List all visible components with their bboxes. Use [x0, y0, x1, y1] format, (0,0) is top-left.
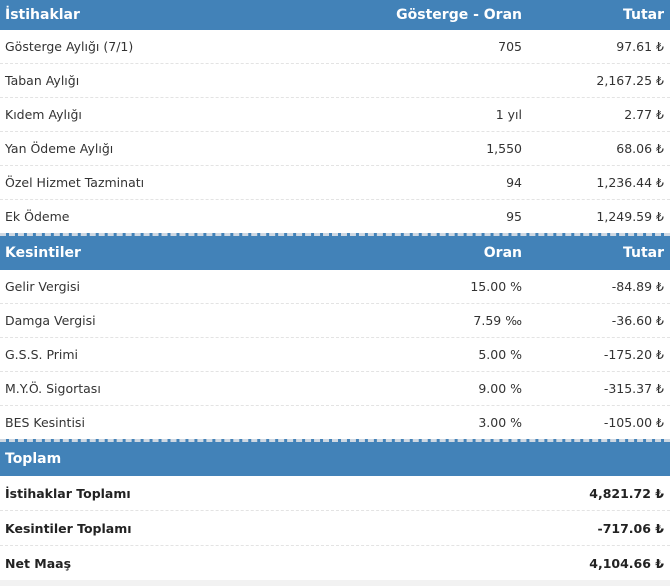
row-amount: -105.00 ₺ — [603, 415, 664, 430]
table-row: Ek Ödeme 95 1,249.59 ₺ — [0, 200, 670, 233]
row-amount: -36.60 ₺ — [611, 313, 664, 328]
earnings-col-amount: Tutar — [622, 7, 664, 23]
row-amount: 1,249.59 ₺ — [596, 209, 664, 224]
row-label: Gelir Vergisi — [5, 279, 81, 294]
table-row: Gelir Vergisi 15.00 % -84.89 ₺ — [0, 270, 670, 304]
table-row: Damga Vergisi 7.59 ‰ -36.60 ₺ — [0, 304, 670, 338]
row-amount: -84.89 ₺ — [611, 279, 664, 294]
row-label: Özel Hizmet Tazminatı — [5, 175, 145, 190]
earnings-title: İstihaklar — [5, 7, 80, 23]
footer-strip — [0, 580, 670, 586]
deductions-col-amount: Tutar — [622, 245, 664, 261]
row-ratio: 705 — [498, 39, 522, 54]
row-label: Net Maaş — [5, 555, 72, 571]
row-ratio: 9.00 % — [478, 381, 522, 396]
row-amount: -717.06 ₺ — [597, 520, 664, 536]
row-amount: 2.77 ₺ — [624, 107, 664, 122]
total-deductions-row: Kesintiler Toplamı -717.06 ₺ — [0, 511, 670, 546]
row-amount: 68.06 ₺ — [616, 141, 664, 156]
row-ratio: 5.00 % — [478, 347, 522, 362]
row-ratio: 3.00 % — [478, 415, 522, 430]
deductions-title: Kesintiler — [5, 245, 81, 261]
row-amount: -315.37 ₺ — [603, 381, 664, 396]
totals-header: Toplam — [0, 439, 670, 476]
totals-rows: İstihaklar Toplamı 4,821.72 ₺ Kesintiler… — [0, 476, 670, 580]
row-label: Taban Aylığı — [5, 73, 80, 88]
total-earnings-row: İstihaklar Toplamı 4,821.72 ₺ — [0, 476, 670, 511]
deductions-header: Kesintiler Oran Tutar — [0, 233, 670, 270]
row-amount: 97.61 ₺ — [616, 39, 664, 54]
row-ratio: 94 — [506, 175, 522, 190]
row-label: İstihaklar Toplamı — [5, 485, 131, 501]
deductions-col-ratio: Oran — [483, 245, 522, 261]
totals-title: Toplam — [5, 451, 62, 467]
row-amount: 4,821.72 ₺ — [589, 485, 664, 501]
row-label: G.S.S. Primi — [5, 347, 79, 362]
row-label: Ek Ödeme — [5, 209, 70, 224]
row-ratio: 95 — [506, 209, 522, 224]
row-ratio: 1 yıl — [495, 107, 522, 122]
row-amount: 2,167.25 ₺ — [596, 73, 664, 88]
earnings-header: İstihaklar Gösterge - Oran Tutar — [0, 0, 670, 30]
net-salary-row: Net Maaş 4,104.66 ₺ — [0, 546, 670, 580]
table-row: G.S.S. Primi 5.00 % -175.20 ₺ — [0, 338, 670, 372]
table-row: Taban Aylığı 2,167.25 ₺ — [0, 64, 670, 98]
table-row: M.Y.Ö. Sigortası 9.00 % -315.37 ₺ — [0, 372, 670, 406]
table-row: BES Kesintisi 3.00 % -105.00 ₺ — [0, 406, 670, 439]
earnings-rows: Gösterge Aylığı (7/1) 705 97.61 ₺ Taban … — [0, 30, 670, 233]
row-label: BES Kesintisi — [5, 415, 85, 430]
table-row: Gösterge Aylığı (7/1) 705 97.61 ₺ — [0, 30, 670, 64]
row-amount: -175.20 ₺ — [603, 347, 664, 362]
earnings-col-ratio: Gösterge - Oran — [396, 7, 522, 23]
row-amount: 4,104.66 ₺ — [589, 555, 664, 571]
row-amount: 1,236.44 ₺ — [596, 175, 664, 190]
row-label: Yan Ödeme Aylığı — [5, 141, 114, 156]
row-label: Kesintiler Toplamı — [5, 520, 132, 536]
row-label: Kıdem Aylığı — [5, 107, 82, 122]
table-row: Özel Hizmet Tazminatı 94 1,236.44 ₺ — [0, 166, 670, 200]
row-label: Damga Vergisi — [5, 313, 96, 328]
row-ratio: 7.59 ‰ — [473, 313, 522, 328]
row-ratio: 15.00 % — [470, 279, 522, 294]
row-label: M.Y.Ö. Sigortası — [5, 381, 101, 396]
row-ratio: 1,550 — [486, 141, 522, 156]
table-row: Kıdem Aylığı 1 yıl 2.77 ₺ — [0, 98, 670, 132]
deductions-rows: Gelir Vergisi 15.00 % -84.89 ₺ Damga Ver… — [0, 270, 670, 439]
table-row: Yan Ödeme Aylığı 1,550 68.06 ₺ — [0, 132, 670, 166]
row-label: Gösterge Aylığı (7/1) — [5, 39, 134, 54]
